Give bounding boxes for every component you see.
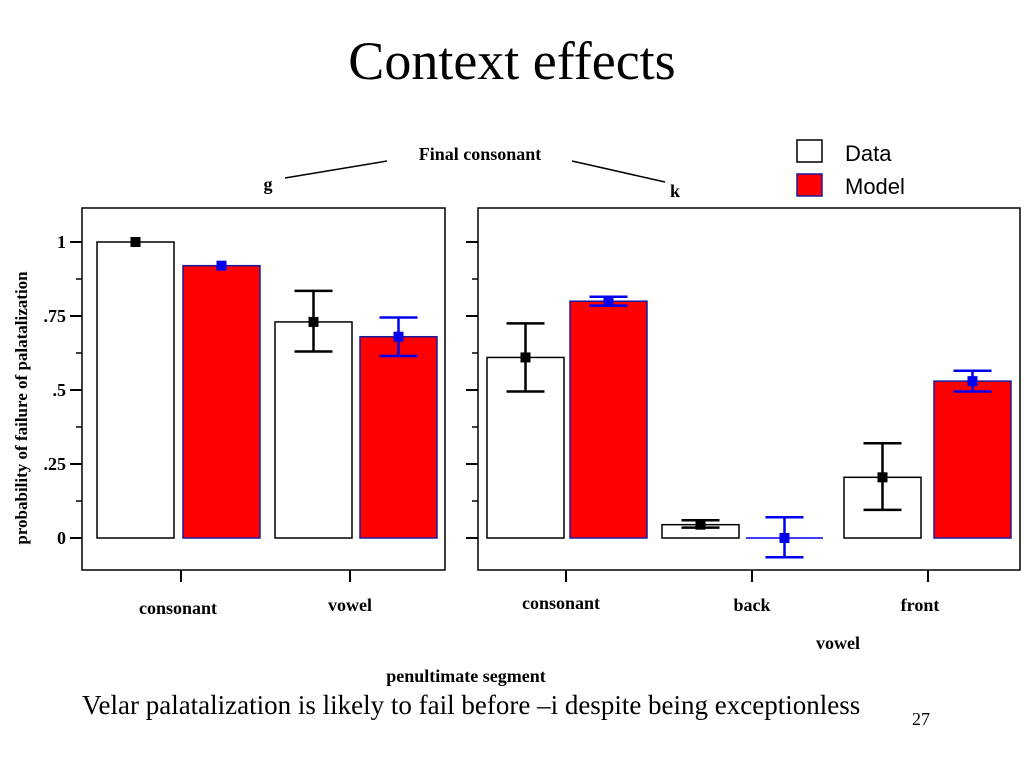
legend-swatch-data [796, 139, 823, 163]
model-point [779, 533, 790, 543]
grouping-leader-right [571, 160, 666, 183]
data-bar [486, 356, 565, 539]
panel-label-g: g [264, 174, 273, 194]
x-group-label-vowel: vowel [816, 633, 860, 653]
model-bar [933, 380, 1012, 539]
y-axis: 0 .25 .5 .75 1 [44, 232, 67, 548]
data-point [308, 316, 319, 327]
model-bar [569, 300, 648, 539]
bars [96, 237, 1012, 559]
y-tick-label: .25 [44, 454, 67, 474]
x-tick-label: consonant [139, 598, 217, 618]
model-point [603, 296, 614, 307]
slide-title: Context effects [348, 31, 676, 91]
data-point [520, 352, 531, 363]
axis-ticks [70, 241, 929, 582]
legend-swatch-model [796, 173, 823, 197]
panel-label-k: k [670, 181, 680, 201]
model-point [216, 260, 227, 271]
grouping-label: Final consonant [419, 144, 542, 164]
x-tick-label: front [901, 595, 940, 615]
page-number: 27 [912, 709, 930, 729]
y-tick-label: .75 [44, 306, 67, 326]
data-bar [274, 321, 353, 539]
y-tick-label: 0 [57, 528, 66, 548]
slide-caption: Velar palatalization is likely to fail b… [82, 690, 861, 720]
x-tick-label: vowel [328, 595, 372, 615]
model-bar [182, 264, 261, 539]
x-tick-label: consonant [522, 593, 600, 613]
model-bar [359, 335, 438, 539]
legend-label-model: Model [845, 174, 905, 199]
legend: Data Model [796, 139, 905, 199]
x-axis-label: penultimate segment [386, 666, 545, 686]
y-axis-label: probability of failure of palatalization [12, 271, 31, 545]
legend-label-data: Data [845, 141, 892, 166]
y-tick-label: .5 [53, 380, 67, 400]
model-point [393, 331, 404, 342]
data-point [877, 472, 888, 483]
data-bar [96, 241, 175, 539]
bar-chart: Final consonant g k Data Model probabili… [12, 139, 1021, 686]
data-point [130, 237, 141, 247]
data-point [695, 519, 706, 530]
x-tick-label: back [733, 595, 770, 615]
grouping-leader-left [284, 160, 388, 179]
y-tick-label: 1 [57, 232, 66, 252]
model-point [967, 376, 978, 387]
